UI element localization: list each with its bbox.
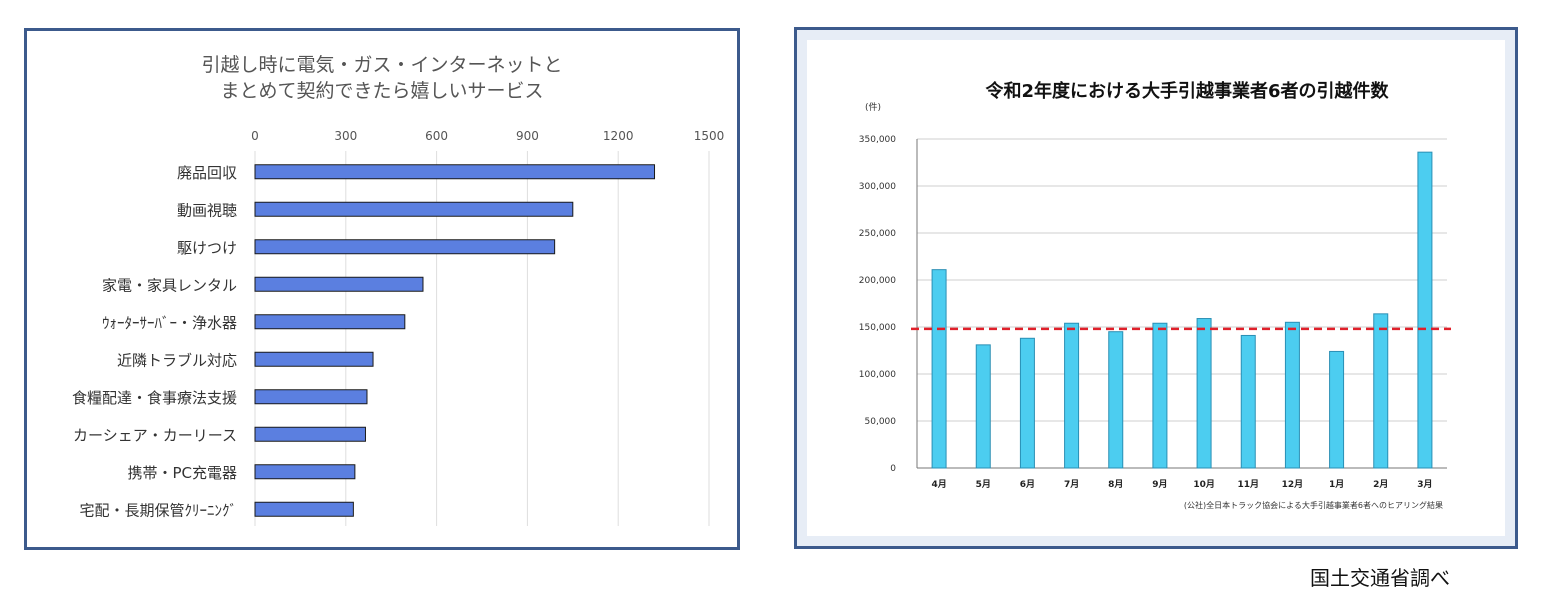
y-tick-label: 150,000: [859, 323, 896, 333]
chart-title-line-1: 引越し時に電気・ガス・インターネットと: [201, 54, 562, 76]
category-label: 食糧配達・食事療法支援: [72, 389, 237, 407]
category-label: 9月: [1152, 479, 1167, 490]
bar: [254, 351, 374, 367]
category-label: 近隣トラブル対応: [117, 351, 237, 369]
category-label: 1月: [1329, 479, 1344, 490]
category-label: カーシェア・カーリース: [73, 426, 237, 444]
x-tick-label: 900: [516, 129, 539, 143]
bar: [1373, 313, 1389, 469]
category-label: 5月: [976, 479, 991, 490]
chart-title-line-2: まとめて契約できたら嬉しいサービス: [220, 80, 543, 102]
bar: [254, 464, 356, 480]
bar: [975, 344, 991, 469]
category-label: 携帯・PC充電器: [127, 464, 237, 482]
bar: [254, 164, 656, 180]
category-label: ｳｫｰﾀｰｻｰﾊﾞｰ・浄水器: [102, 314, 237, 332]
bar: [254, 276, 424, 292]
bar: [931, 269, 947, 469]
bar: [1108, 331, 1124, 469]
footer-note: 国土交通省調べ: [1310, 566, 1450, 590]
y-tick-label: 300,000: [859, 182, 896, 192]
y-tick-label: 250,000: [859, 229, 896, 239]
category-label: 7月: [1064, 479, 1079, 490]
x-tick-label: 300: [334, 129, 357, 143]
category-label: 宅配・長期保管ｸﾘｰﾆﾝｸﾞ: [79, 501, 237, 519]
category-label: 4月: [931, 479, 946, 490]
category-label: 10月: [1193, 479, 1215, 490]
bar: [1284, 321, 1300, 469]
x-tick-label: 1200: [603, 129, 634, 143]
category-label: 6月: [1020, 479, 1035, 490]
y-unit-label: (件): [865, 101, 881, 113]
chart-title: 令和2年度における大手引越事業者6者の引越件数: [984, 80, 1389, 102]
category-label: 11月: [1237, 479, 1259, 490]
data-source-note: (公社)全日本トラック協会による大手引越事業者6者へのヒアリング結果: [1184, 500, 1443, 510]
bar: [254, 426, 366, 442]
x-tick-label: 0: [251, 129, 259, 143]
category-label: 8月: [1108, 479, 1123, 490]
bar: [254, 389, 368, 405]
category-label: 家電・家具レンタル: [102, 276, 237, 294]
category-label: 廃品回収: [177, 164, 237, 182]
category-label: 2月: [1373, 479, 1388, 490]
x-tick-label: 600: [425, 129, 448, 143]
bar: [254, 239, 556, 255]
bar: [1329, 350, 1345, 469]
category-label: 動画視聴: [177, 201, 237, 219]
bar: [254, 501, 354, 517]
right-chart-panel: 令和2年度における大手引越事業者6者の引越件数 (件) 0 50,000 100,0…: [794, 27, 1518, 549]
y-tick-label: 350,000: [859, 135, 896, 145]
right-chart-area: 令和2年度における大手引越事業者6者の引越件数 (件) 0 50,000 100,0…: [807, 40, 1505, 536]
bar: [1417, 151, 1433, 469]
bar: [1019, 337, 1035, 469]
moves-bar-chart: 令和2年度における大手引越事業者6者の引越件数 (件) 0 50,000 100,0…: [859, 80, 1451, 510]
x-tick-label: 1500: [694, 129, 725, 143]
y-tick-label: 0: [890, 464, 896, 474]
category-label: 3月: [1417, 479, 1432, 490]
bar: [1240, 334, 1256, 469]
bar: [1152, 322, 1168, 469]
category-label: 駆けつけ: [177, 239, 237, 257]
y-tick-label: 50,000: [865, 417, 897, 427]
category-label: 12月: [1282, 479, 1304, 490]
y-tick-label: 100,000: [859, 370, 896, 380]
left-chart-panel: 引越し時に電気・ガス・インターネットと まとめて契約できたら嬉しいサービス 0 3…: [24, 28, 740, 550]
y-tick-label: 200,000: [859, 276, 896, 286]
bar: [1064, 322, 1080, 469]
bar: [254, 201, 574, 217]
bar: [254, 314, 406, 330]
services-bar-chart: 引越し時に電気・ガス・インターネットと まとめて契約できたら嬉しいサービス 0 3…: [72, 54, 725, 526]
bar: [1196, 318, 1212, 469]
